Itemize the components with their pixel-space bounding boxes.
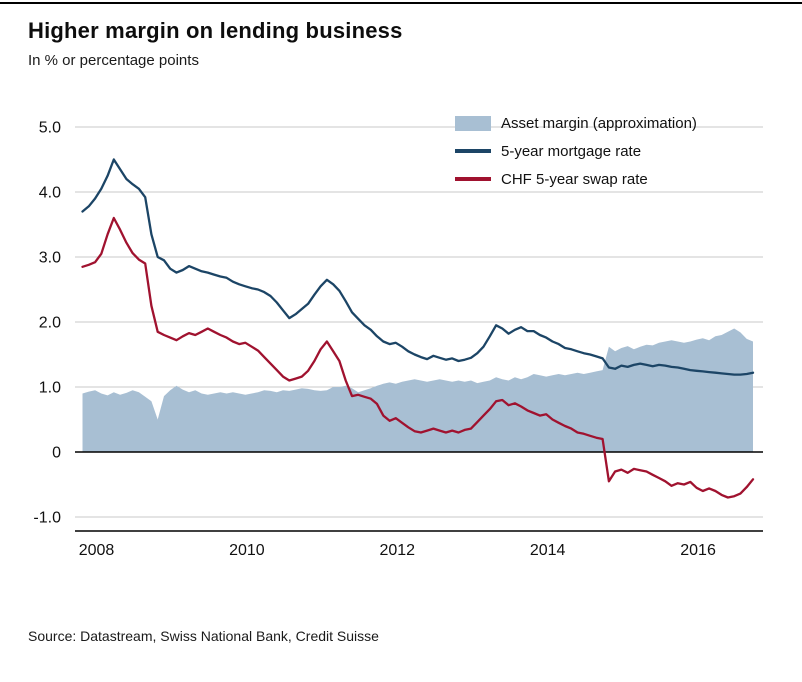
legend-item-swap-rate: CHF 5-year swap rate (455, 169, 697, 189)
y-axis-tick-label: 1.0 (39, 380, 61, 397)
y-axis-tick-label: 5.0 (39, 120, 61, 137)
y-axis-tick-label: 3.0 (39, 250, 61, 267)
legend-label-asset-margin: Asset margin (approximation) (501, 114, 697, 132)
line-swatch-icon (455, 171, 491, 187)
x-axis-tick-label: 2008 (79, 542, 115, 559)
chart-svg: 5.0 4.0 3.0 2.0 1.0 0 -1.0 2008 2010 2012 2014 2016 (33, 120, 763, 559)
legend-item-asset-margin: Asset margin (approximation) (455, 113, 697, 133)
x-axis-tick-label: 2010 (229, 542, 265, 559)
chart-area: 5.0 4.0 3.0 2.0 1.0 0 -1.0 2008 2010 2012 2014 2016… (0, 95, 802, 595)
chart-title: Higher margin on lending business (28, 18, 403, 43)
y-axis-tick-label: 4.0 (39, 185, 61, 202)
x-axis-tick-label: 2016 (680, 542, 716, 559)
top-rule (0, 2, 802, 4)
legend-label-swap-rate: CHF 5-year swap rate (501, 170, 648, 188)
y-axis-tick-label: 0 (52, 445, 61, 462)
chart-subtitle: In % or percentage points (28, 52, 199, 69)
area-swatch-icon (455, 115, 491, 131)
x-axis-tick-label: 2014 (530, 542, 566, 559)
line-swatch-icon (455, 143, 491, 159)
legend-item-mortgage-rate: 5-year mortgage rate (455, 141, 697, 161)
chart-header: Higher margin on lending business In % o… (28, 18, 403, 69)
legend-label-mortgage-rate: 5-year mortgage rate (501, 142, 642, 160)
y-axis-tick-label: -1.0 (33, 510, 61, 527)
y-axis-tick-label: 2.0 (39, 315, 61, 332)
legend: Asset margin (approximation) 5-year mort… (455, 113, 697, 197)
source-note: Source: Datastream, Swiss National Bank,… (28, 628, 379, 644)
x-axis-tick-label: 2012 (379, 542, 415, 559)
